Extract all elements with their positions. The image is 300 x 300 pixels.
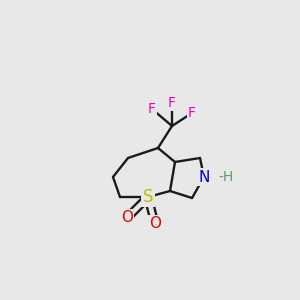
Text: F: F xyxy=(188,106,196,120)
Text: F: F xyxy=(168,96,176,110)
Text: -H: -H xyxy=(218,170,233,184)
Text: O: O xyxy=(149,217,161,232)
Text: F: F xyxy=(148,102,156,116)
Text: N: N xyxy=(198,169,210,184)
Text: O: O xyxy=(121,211,133,226)
Text: S: S xyxy=(143,188,153,206)
